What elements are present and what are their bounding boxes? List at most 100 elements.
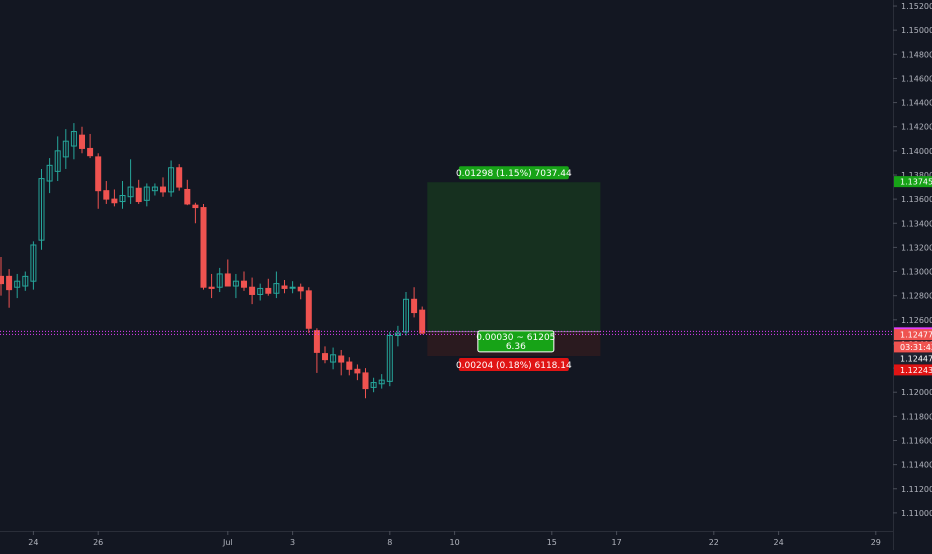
candle-body bbox=[378, 379, 385, 385]
candle-body bbox=[394, 332, 401, 336]
price-tick-label: 1.12000 bbox=[901, 388, 932, 397]
time-tick-label: 22 bbox=[709, 538, 719, 547]
price-badge bbox=[894, 341, 932, 353]
price-axis[interactable]: 1.15200 1.15000 1.14800 1.14600 1.14400 1.142… bbox=[893, 2, 932, 518]
candle-body bbox=[208, 286, 215, 289]
candle-body bbox=[119, 195, 126, 203]
candle-body bbox=[403, 298, 409, 333]
candle-body bbox=[313, 330, 320, 353]
time-tick-label: 8 bbox=[387, 538, 392, 547]
candle-body bbox=[0, 275, 4, 285]
candle-body bbox=[184, 188, 191, 205]
price-tick-label: 1.12600 bbox=[901, 316, 932, 325]
time-tick-label: 29 bbox=[871, 538, 881, 547]
candle-body bbox=[411, 298, 418, 314]
target-label-box bbox=[458, 166, 569, 180]
position-overlay: 0.01298 (1.15%) 7037.44 0.00204 (0.18%) 6… bbox=[0, 166, 893, 372]
candles bbox=[0, 123, 426, 399]
candle-body bbox=[22, 275, 29, 287]
candle-body bbox=[297, 286, 304, 292]
center-label-line2: 6.36 bbox=[506, 342, 526, 352]
candle-body bbox=[241, 280, 247, 288]
price-badge bbox=[894, 352, 932, 364]
candle-body bbox=[54, 150, 61, 172]
price-tick-label: 1.14800 bbox=[901, 50, 932, 59]
time-axis[interactable]: 24 26 Jul 3 8 10 15 17 22 24 29 bbox=[28, 531, 881, 547]
target-zone bbox=[427, 182, 601, 332]
candle-body bbox=[265, 287, 272, 294]
axes bbox=[0, 0, 894, 550]
candle-body bbox=[79, 134, 85, 149]
candle-body bbox=[370, 382, 377, 388]
candle-body bbox=[386, 334, 393, 382]
price-tick-label: 1.15200 bbox=[901, 2, 932, 11]
candle-body bbox=[160, 186, 166, 193]
candle-body bbox=[95, 156, 102, 192]
time-tick-label: 3 bbox=[290, 538, 295, 547]
candle-body bbox=[330, 354, 337, 363]
stop-label-box bbox=[458, 358, 569, 372]
price-tick-label: 1.13400 bbox=[901, 219, 932, 228]
candle-body bbox=[346, 361, 353, 370]
candle-body bbox=[127, 186, 134, 198]
time-tick-label: Jul bbox=[222, 538, 233, 547]
candle-body bbox=[200, 207, 207, 288]
price-tick-label: 1.13600 bbox=[901, 195, 932, 204]
time-tick-label: 15 bbox=[547, 538, 557, 547]
candle-body bbox=[289, 286, 296, 289]
price-tick-label: 1.11000 bbox=[901, 509, 932, 518]
candle-body bbox=[168, 167, 175, 193]
candle-body bbox=[192, 204, 199, 209]
price-tick-label: 1.11400 bbox=[901, 461, 932, 470]
price-tick-label: 1.13200 bbox=[901, 243, 932, 252]
candle-body bbox=[281, 285, 288, 289]
candle-body bbox=[143, 186, 150, 201]
candle-body bbox=[111, 198, 118, 204]
price-badge-label: 1.12447 bbox=[900, 354, 932, 363]
candle-body bbox=[322, 353, 328, 361]
candle-body bbox=[419, 309, 426, 334]
candle-body bbox=[103, 190, 110, 200]
price-badge bbox=[894, 329, 932, 341]
time-tick-label: 17 bbox=[612, 538, 622, 547]
candle-body bbox=[338, 355, 345, 363]
center-label-box bbox=[477, 330, 555, 353]
price-badge bbox=[894, 176, 932, 188]
stop-label: 0.00204 (0.18%) 6118.14 bbox=[456, 361, 572, 371]
time-tick-label: 26 bbox=[93, 538, 103, 547]
price-badge-label: 1.12477 bbox=[900, 331, 932, 340]
candle-body bbox=[38, 178, 45, 241]
candle-body bbox=[249, 286, 256, 295]
time-tick-label: 24 bbox=[28, 538, 38, 547]
price-tick-label: 1.12800 bbox=[901, 292, 932, 301]
price-badge-label: 03:31:43 bbox=[900, 343, 932, 352]
time-tick-label: 10 bbox=[450, 538, 460, 547]
target-label: 0.01298 (1.15%) 7037.44 bbox=[456, 169, 572, 179]
candle-body bbox=[70, 131, 77, 147]
candle-body bbox=[151, 186, 158, 192]
price-badge bbox=[894, 364, 932, 376]
price-tick-label: 1.15000 bbox=[901, 26, 932, 35]
candle-body bbox=[135, 187, 142, 203]
candle-body bbox=[257, 287, 264, 295]
candle-body bbox=[224, 273, 231, 287]
candle-body bbox=[87, 147, 94, 157]
candle-body bbox=[305, 290, 312, 329]
candle-body bbox=[273, 283, 280, 294]
price-tick-label: 1.11800 bbox=[901, 412, 932, 421]
candle-body bbox=[46, 164, 53, 182]
price-tick-label: 1.14200 bbox=[901, 123, 932, 132]
candle-body bbox=[232, 280, 239, 287]
candle-body bbox=[176, 167, 183, 188]
price-tick-label: 1.14600 bbox=[901, 74, 932, 83]
price-tick-label: 1.13000 bbox=[901, 268, 932, 277]
price-tick-label: 1.11600 bbox=[901, 436, 932, 445]
price-badge-label: 1.13745 bbox=[900, 178, 932, 187]
candle-body bbox=[362, 372, 369, 390]
price-tick-label: 1.13800 bbox=[901, 171, 932, 180]
price-tick-label: 1.11200 bbox=[901, 485, 932, 494]
time-tick-label: 24 bbox=[774, 538, 784, 547]
price-tick-label: 1.14000 bbox=[901, 147, 932, 156]
